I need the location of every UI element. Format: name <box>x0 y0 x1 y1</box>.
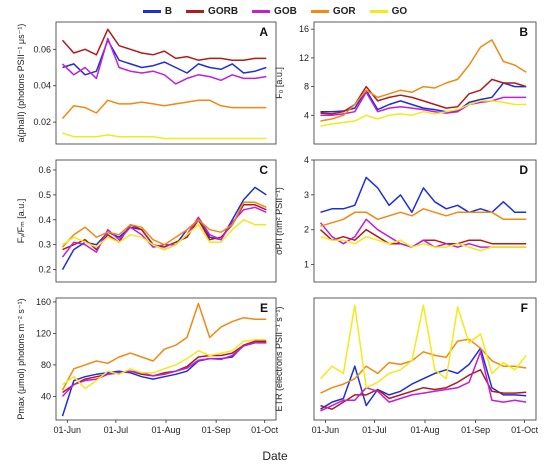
panel-f: 01-Jun 01-Jul 01-Aug 01-Sep 01-Oct F ETR (elec… <box>274 297 539 435</box>
legend-swatch <box>310 9 329 13</box>
panel-a: 0.02 0.04 0.06 Aa(phaII) (photons PSII⁻¹ μs… <box>16 21 277 145</box>
plot-frame <box>55 297 277 421</box>
y-tick-label: 8 <box>304 82 309 92</box>
x-tick-label: 01-Aug <box>151 425 180 435</box>
panel-e: 40 80 120 160 01-Jun 01-Jul 01-Aug 01-Sep 01-Oct… <box>16 297 279 435</box>
x-tick-label: 01-Jul <box>362 425 387 435</box>
y-axis-label: a(phaII) (photons PSII⁻¹ μs⁻¹) <box>16 24 26 143</box>
series-line-gorb <box>61 28 267 61</box>
legend-label: GORB <box>208 5 239 17</box>
x-tick-label: 01-Jun <box>312 425 340 435</box>
y-tick-label: 0.6 <box>38 165 51 175</box>
y-tick-label: 80 <box>41 360 51 370</box>
legend-swatch <box>252 9 271 13</box>
y-tick-label: 120 <box>36 328 51 338</box>
series-line-gob <box>61 342 267 397</box>
series-line-go <box>320 235 527 252</box>
x-tick-label: 01-Oct <box>511 425 539 435</box>
y-tick-label: 16 <box>299 24 309 34</box>
x-tick-label: 01-Aug <box>410 425 439 435</box>
legend-label: GO <box>391 5 408 17</box>
y-tick-label: 0.04 <box>33 81 51 91</box>
y-tick-label: 160 <box>36 297 51 307</box>
series-line-gorb <box>62 340 267 394</box>
y-axis-label: Fᵥ/Fₘ [a.u.] <box>16 199 26 244</box>
y-tick-label: 0.2 <box>38 265 51 275</box>
plot-frame <box>313 159 537 283</box>
legend-swatch <box>186 9 205 13</box>
series-line-b <box>320 347 527 410</box>
series-line-gor <box>320 338 527 394</box>
y-tick-label: 3 <box>304 190 309 200</box>
x-tick-label: 01-Jul <box>104 425 129 435</box>
panel-letter: B <box>519 25 528 39</box>
y-axis-label: ETR (electrons PSII⁻¹ s⁻¹) <box>274 306 284 411</box>
x-tick-label: 01-Jun <box>54 425 82 435</box>
panel-letter: C <box>259 163 268 177</box>
series-line-b <box>320 82 527 113</box>
legend-item-go: GO <box>369 3 408 19</box>
series-line-gor <box>61 99 267 119</box>
panel-letter: A <box>259 25 268 39</box>
y-tick-label: 12 <box>299 53 309 63</box>
legend-item-gorb: GORB <box>186 3 238 19</box>
x-tick-label: 01-Sep <box>461 425 490 435</box>
panel-letter: F <box>521 301 528 315</box>
legend-label: B <box>164 5 173 17</box>
series-line-gor <box>61 302 267 391</box>
series-line-gob <box>320 351 527 412</box>
x-tick-label: 01-Sep <box>202 425 231 435</box>
plot-frame <box>55 21 277 145</box>
y-tick-label: 4 <box>304 110 309 120</box>
y-tick-label: 4 <box>304 155 309 165</box>
y-axis-label: σPII (nm² PSII⁻¹) <box>274 187 284 255</box>
series-line-b <box>62 39 267 76</box>
y-tick-label: 2 <box>304 225 309 235</box>
y-tick-label: 0.06 <box>33 44 51 54</box>
panel-letter: D <box>519 163 528 177</box>
series-line-gorb <box>320 369 527 410</box>
legend-item-b: B <box>142 3 173 19</box>
series-line-b <box>61 340 267 417</box>
legend-swatch <box>142 9 161 13</box>
series-line-go <box>62 338 267 390</box>
y-tick-label: 0.5 <box>38 190 51 200</box>
series-line-gor <box>320 39 527 122</box>
x-tick-label: 01-Oct <box>251 425 279 435</box>
legend-label: GOR <box>332 5 356 17</box>
series-line-go <box>319 304 527 389</box>
series-line-gor <box>320 208 527 227</box>
y-tick-label: 0.3 <box>38 240 51 250</box>
x-axis-title: Date <box>262 449 288 463</box>
series-line-go <box>62 132 267 140</box>
panel-c: 0.2 0.3 0.4 0.5 0.6 C Fᵥ/Fₘ [a.u.] <box>16 159 277 283</box>
series-line-gob <box>61 37 267 85</box>
y-axis-label: Pmax (μmol) photons m⁻² s⁻¹) <box>16 298 26 419</box>
legend-swatch <box>369 9 388 13</box>
plot-frame <box>313 21 537 145</box>
series-line-gor <box>61 201 267 248</box>
legend: B GORB GOB GOR GO <box>0 3 550 19</box>
y-tick-label: 40 <box>41 391 51 401</box>
panel-b: 4 8 12 16 B F₀ [a.u.] <box>274 21 537 145</box>
series-line-go <box>62 219 267 251</box>
y-tick-label: 0.02 <box>33 117 51 127</box>
legend-item-gob: GOB <box>252 3 297 19</box>
legend-label: GOB <box>274 5 297 17</box>
legend-item-gor: GOR <box>310 3 356 19</box>
y-tick-label: 1 <box>304 260 309 270</box>
series-line-go <box>320 100 527 127</box>
y-axis-label: F₀ [a.u.] <box>274 67 284 99</box>
y-tick-label: 0.4 <box>38 215 51 225</box>
plot-frame <box>55 159 277 283</box>
panel-letter: E <box>260 301 268 315</box>
